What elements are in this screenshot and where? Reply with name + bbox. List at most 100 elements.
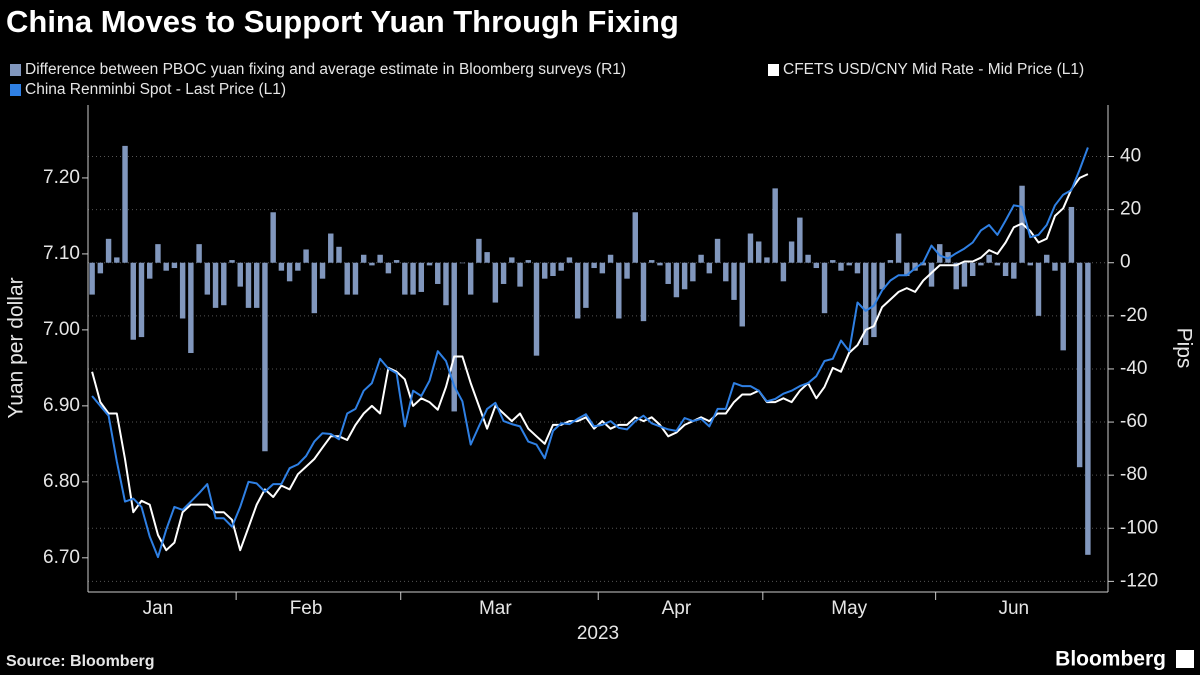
bar (1027, 262, 1033, 266)
bar (492, 262, 499, 303)
bar (286, 262, 293, 282)
bar (344, 262, 350, 295)
bar (657, 262, 663, 266)
bar (772, 188, 778, 263)
bar (665, 262, 671, 284)
bar (690, 262, 696, 282)
bar (270, 212, 276, 263)
y2-tick-label: -40 (1120, 358, 1147, 379)
x-tick-label: Mar (479, 598, 512, 619)
bar (706, 262, 713, 274)
bar (1011, 262, 1017, 279)
bar (97, 262, 104, 274)
bar (1076, 262, 1083, 468)
bar (130, 262, 136, 340)
bar (862, 262, 869, 346)
bar (764, 257, 770, 263)
bar (328, 233, 334, 263)
bar (673, 262, 680, 298)
bar (1044, 254, 1050, 263)
bar (435, 262, 441, 284)
y2-tick-label: -20 (1120, 305, 1147, 326)
bar (138, 262, 145, 338)
bar (196, 244, 202, 263)
bar (418, 262, 425, 292)
bar (838, 262, 844, 271)
bar (278, 262, 285, 271)
bar (723, 262, 729, 282)
bar (1035, 262, 1042, 316)
bar (89, 262, 95, 295)
bar (550, 262, 556, 277)
bar (212, 262, 219, 308)
bar (188, 262, 194, 354)
bar (393, 260, 400, 263)
bar (1060, 262, 1066, 351)
bar (887, 260, 894, 263)
bar (459, 262, 466, 264)
bar (467, 262, 474, 295)
y2-tick-label: 40 (1120, 146, 1141, 167)
bar (986, 254, 992, 263)
bar (360, 254, 367, 263)
y2-tick-label: -80 (1120, 464, 1147, 485)
y-tick-label: 6.80 (43, 471, 80, 492)
x-tick-label: May (831, 598, 867, 619)
bar (928, 262, 935, 287)
line (91, 173, 1089, 552)
bar (1085, 262, 1091, 555)
y2-tick-label: 0 (1120, 252, 1131, 273)
bar (566, 257, 573, 263)
y2-tick-label: -120 (1120, 570, 1158, 591)
bar (698, 254, 704, 263)
bar (591, 262, 597, 269)
bar (262, 262, 268, 452)
y2-axis-title: Pips (1172, 328, 1195, 369)
bar (179, 262, 186, 319)
bar (714, 238, 721, 263)
bar (303, 249, 309, 263)
bar (451, 262, 457, 412)
bar (805, 254, 811, 263)
bar (920, 262, 927, 266)
bar (295, 262, 301, 271)
legend-swatch (768, 64, 779, 76)
legend-label: Difference between PBOC yuan fixing and … (25, 61, 626, 78)
bar (410, 262, 416, 295)
bar (253, 262, 260, 308)
y-tick-label: 6.90 (43, 395, 80, 416)
bar (624, 262, 630, 279)
bar (352, 262, 359, 295)
bar (114, 257, 120, 263)
bar (994, 262, 1001, 266)
bar (1002, 262, 1009, 277)
bar (1052, 262, 1058, 271)
bar (476, 238, 482, 263)
brand-icon (1176, 650, 1194, 668)
bar (961, 262, 968, 287)
y2-tick-label: 20 (1120, 199, 1141, 220)
bar (747, 233, 754, 263)
x-tick-label: Jan (143, 598, 174, 619)
legend-swatch (10, 84, 21, 96)
x-axis-title: 2023 (577, 623, 619, 644)
bar (632, 212, 638, 263)
bar (525, 260, 531, 263)
bar (912, 262, 918, 271)
y2-tick-label: -100 (1120, 517, 1158, 538)
bar (171, 262, 178, 269)
y-tick-label: 7.20 (43, 167, 80, 188)
bar (953, 262, 959, 290)
brand: Bloomberg (1055, 648, 1166, 671)
bar (969, 262, 976, 277)
bar (484, 252, 490, 263)
bar (426, 262, 433, 266)
chart-title: China Moves to Support Yuan Through Fixi… (6, 4, 679, 39)
bar (377, 254, 383, 263)
x-tick-label: Feb (290, 598, 323, 619)
x-tick-label: Jun (998, 598, 1029, 619)
x-tick-label: Apr (662, 598, 692, 619)
bar (221, 262, 227, 306)
bar (533, 262, 540, 356)
